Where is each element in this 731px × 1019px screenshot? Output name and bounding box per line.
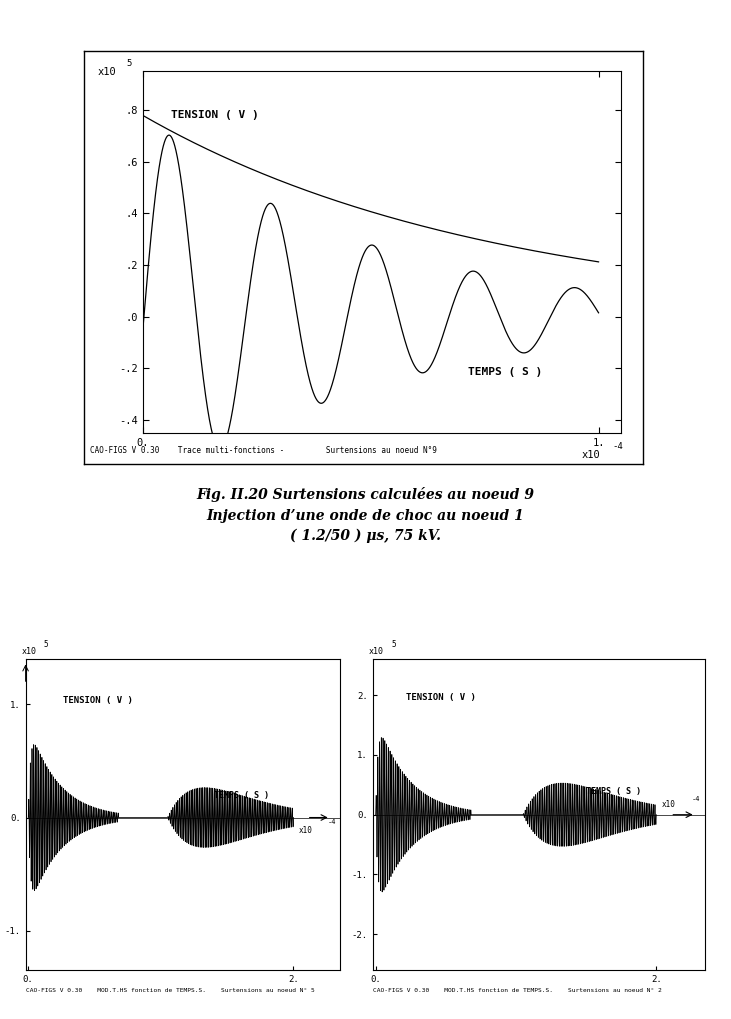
Text: x10: x10	[582, 449, 600, 460]
Text: x10: x10	[98, 67, 117, 77]
Text: CAO-FIGS V 0.30    MOD.T.HS fonction de TEMPS.S.    Surtensions au noeud N° 5: CAO-FIGS V 0.30 MOD.T.HS fonction de TEM…	[26, 988, 314, 994]
Text: ( 1.2/50 ) μs, 75 kV.: ( 1.2/50 ) μs, 75 kV.	[290, 529, 441, 543]
Text: CAO-FIGS V 0.30    Trace multi-fonctions -         Surtensions au noeud N°9: CAO-FIGS V 0.30 Trace multi-fonctions - …	[90, 446, 436, 455]
Text: x10: x10	[369, 647, 385, 656]
Text: x10: x10	[299, 826, 313, 836]
Text: -4: -4	[327, 819, 336, 825]
Text: x10: x10	[662, 800, 676, 809]
Text: -4: -4	[613, 442, 624, 451]
Text: Fig. II.20 Surtensions calculées au noeud 9: Fig. II.20 Surtensions calculées au noeu…	[197, 487, 534, 502]
Text: TENSION ( V ): TENSION ( V )	[406, 693, 476, 702]
Text: -4: -4	[692, 796, 700, 802]
Text: TENSION ( V ): TENSION ( V )	[171, 110, 259, 120]
Text: 5: 5	[44, 640, 48, 649]
Text: TEMPS ( S ): TEMPS ( S )	[468, 367, 542, 377]
Text: TENSION ( V ): TENSION ( V )	[64, 696, 133, 705]
Text: TEMPS ( S ): TEMPS ( S )	[214, 791, 269, 800]
Text: 5: 5	[391, 640, 395, 649]
Text: Injection d’une onde de choc au noeud 1: Injection d’une onde de choc au noeud 1	[207, 508, 524, 523]
Text: x10: x10	[22, 647, 37, 656]
Text: CAO-FIGS V 0.30    MOD.T.HS fonction de TEMPS.S.    Surtensions au noeud N° 2: CAO-FIGS V 0.30 MOD.T.HS fonction de TEM…	[373, 988, 662, 994]
Text: 5: 5	[126, 59, 132, 68]
Text: TEMPS ( S ): TEMPS ( S )	[586, 788, 640, 797]
